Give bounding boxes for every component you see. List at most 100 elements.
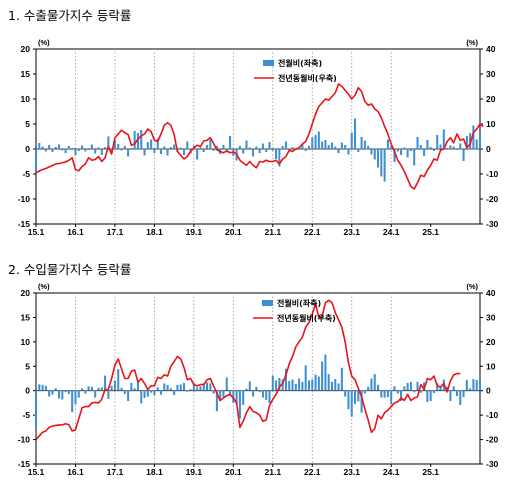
bar-mom <box>41 146 44 149</box>
bar-mom <box>182 149 186 155</box>
bar-mom <box>370 378 373 391</box>
bar-mom <box>77 149 80 151</box>
bar-mom <box>330 381 334 391</box>
bar-mom <box>311 379 314 391</box>
x-tick-label: 21.1 <box>265 467 282 477</box>
bar-mom <box>281 146 284 149</box>
x-tick-label: 20.1 <box>225 227 242 237</box>
y-left-tick-label: -15 <box>18 219 31 229</box>
x-tick-label: 20.1 <box>225 467 242 477</box>
bar-mom <box>248 381 251 391</box>
y-right-tick-label: 0 <box>486 386 491 396</box>
bar-mom <box>363 390 366 394</box>
bar-mom <box>146 390 149 397</box>
bar-mom <box>344 390 347 397</box>
bar-mom <box>383 390 386 398</box>
bar-mom <box>413 390 416 393</box>
bar-mom <box>71 390 74 413</box>
bar-mom <box>429 147 432 149</box>
y-left-tick-label: -5 <box>22 169 30 179</box>
bar-mom <box>209 139 212 149</box>
bar-mom <box>248 147 251 149</box>
bar-mom <box>426 140 429 149</box>
bar-mom <box>212 149 215 151</box>
bar-mom <box>478 133 482 149</box>
bar-mom <box>61 149 64 151</box>
legend-bar-label: 전월비(좌축) <box>278 58 322 68</box>
bar-mom <box>104 375 107 391</box>
bar-mom <box>113 140 116 149</box>
left-unit-label: (%) <box>38 38 50 47</box>
bar-mom <box>87 386 90 391</box>
bar-mom <box>252 390 255 397</box>
export-price-chart: 15.1 16.1 17.1 18.1 19.1 20.1 21.1 22.1 23.1 24.1… <box>18 38 499 237</box>
bar-mom <box>222 390 225 398</box>
bar-mom <box>199 386 202 391</box>
bar-mom <box>229 390 232 396</box>
bar-mom <box>136 380 139 391</box>
bar-mom <box>400 390 403 401</box>
bar-mom <box>176 384 179 391</box>
bar-mom <box>87 149 90 150</box>
bar-mom <box>232 390 235 403</box>
bar-mom <box>432 390 435 394</box>
bar-mom <box>120 387 123 391</box>
bar-mom <box>150 390 153 393</box>
bar-mom <box>314 374 317 391</box>
x-tick-label: 15.1 <box>28 227 45 237</box>
bar-mom <box>393 149 396 162</box>
bar-mom <box>360 137 363 149</box>
bar-mom <box>472 125 475 149</box>
chart-1-title: 1. 수출물가지수 등락률 <box>8 8 132 23</box>
bar-mom <box>136 133 139 149</box>
bar-mom <box>373 149 376 160</box>
bar-mom <box>478 379 482 391</box>
bar-mom <box>159 149 162 154</box>
x-tick-label: 21.1 <box>265 227 282 237</box>
bar-mom <box>173 390 176 396</box>
bar-mom <box>321 141 324 149</box>
bar-mom <box>475 139 478 149</box>
bar-mom <box>150 139 153 149</box>
bar-mom <box>298 378 301 391</box>
bar-mom <box>64 390 67 393</box>
bar-mom <box>51 390 54 395</box>
bar-mom <box>146 142 149 149</box>
bar-mom <box>413 149 416 166</box>
bar-mom <box>465 136 468 149</box>
bar-mom <box>350 390 353 417</box>
bar-mom <box>357 390 360 402</box>
bar-mom <box>127 390 130 401</box>
bar-mom <box>140 390 143 404</box>
bar-mom <box>163 146 166 149</box>
bar-mom <box>54 147 57 149</box>
bar-mom <box>202 383 205 391</box>
y-right-tick-label: 30 <box>486 312 496 322</box>
bar-mom <box>186 390 189 392</box>
bar-mom <box>166 384 169 391</box>
bar-mom <box>90 386 93 391</box>
y-left-tick-label: -15 <box>18 459 31 469</box>
bar-mom <box>383 149 386 182</box>
y-left-tick-label: 0 <box>25 386 30 396</box>
chart-2-title: 2. 수입물가지수 등락률 <box>8 262 132 277</box>
bar-mom <box>255 146 258 149</box>
bar-mom <box>311 137 314 149</box>
bar-mom <box>123 390 126 395</box>
bar-mom <box>278 149 281 167</box>
bar-mom <box>97 387 100 391</box>
bar-mom <box>452 386 455 391</box>
bar-mom <box>334 378 337 391</box>
bar-mom <box>403 147 406 149</box>
bar-mom <box>156 387 159 391</box>
bar-mom <box>317 376 320 391</box>
bar-mom <box>459 390 462 405</box>
bar-mom <box>169 388 172 391</box>
bar-mom <box>238 146 241 149</box>
bar-mom <box>419 390 422 393</box>
bar-mom <box>255 386 258 391</box>
bar-mom <box>143 149 146 156</box>
bar-mom <box>436 135 439 149</box>
bar-mom <box>357 149 360 152</box>
bar-mom <box>235 390 238 405</box>
